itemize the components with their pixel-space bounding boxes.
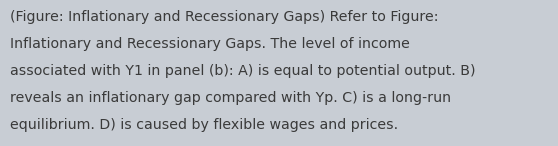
Text: associated with Y1 in panel (b): A) is equal to potential output. B): associated with Y1 in panel (b): A) is e… bbox=[10, 64, 475, 78]
Text: equilibrium. D) is caused by flexible wages and prices.: equilibrium. D) is caused by flexible wa… bbox=[10, 118, 398, 132]
Text: reveals an inflationary gap compared with Yp. C) is a long-run: reveals an inflationary gap compared wit… bbox=[10, 91, 451, 105]
Text: Inflationary and Recessionary Gaps. The level of income: Inflationary and Recessionary Gaps. The … bbox=[10, 37, 410, 51]
Text: (Figure: Inflationary and Recessionary Gaps) Refer to Figure:: (Figure: Inflationary and Recessionary G… bbox=[10, 10, 439, 24]
